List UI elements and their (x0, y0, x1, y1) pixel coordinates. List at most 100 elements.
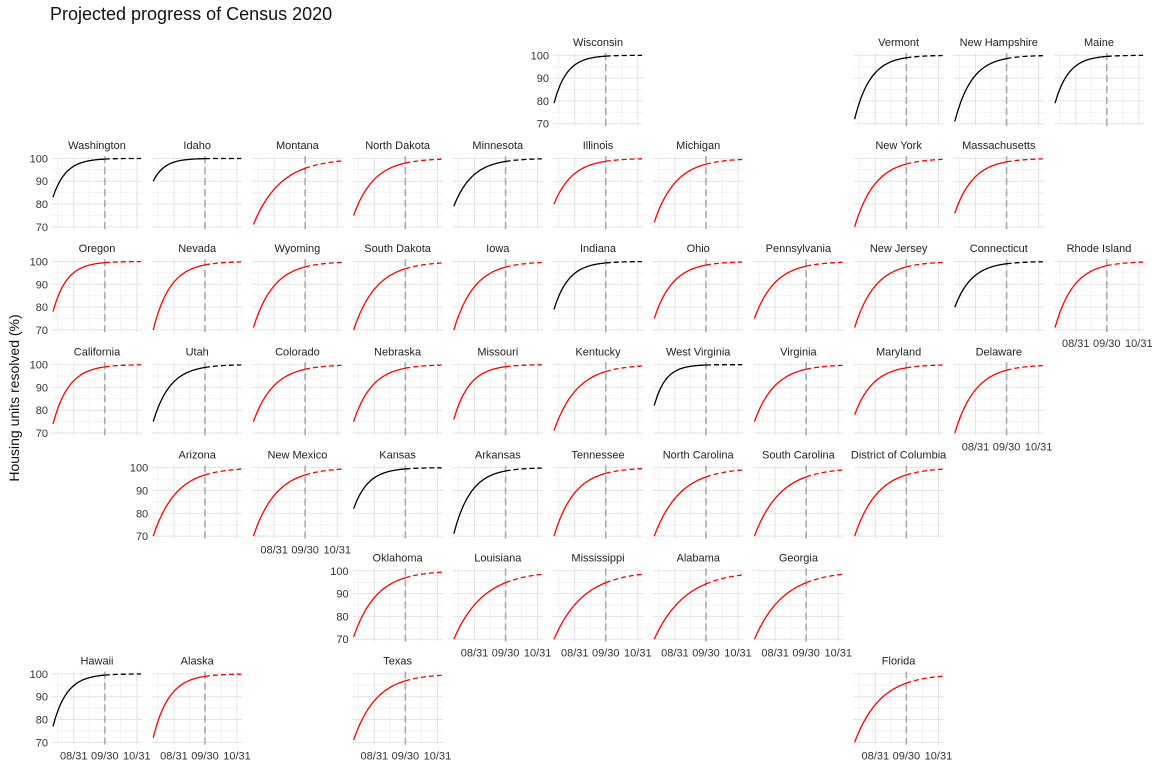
facet-label: Pennsylvania (766, 243, 832, 255)
series-line-projected (304, 160, 342, 169)
facet-label: Georgia (779, 553, 819, 565)
facet-label: Rhode Island (1067, 243, 1132, 255)
series-line-projected (906, 364, 943, 369)
facet-label: Connecticut (970, 243, 1028, 255)
series-line-projected (705, 261, 743, 266)
y-tick-label: 80 (36, 405, 48, 417)
y-tick-label: 90 (336, 589, 348, 601)
y-tick-label: 90 (36, 176, 48, 188)
series-line-observed (152, 366, 206, 422)
series-line-projected (505, 158, 542, 163)
y-tick-label: 100 (531, 50, 549, 62)
facet-iowa: Iowa (452, 243, 543, 333)
series-line-projected (505, 261, 542, 268)
series-line-projected (906, 468, 943, 476)
series-line-observed (352, 268, 406, 331)
series-line-projected (705, 158, 743, 165)
facet-south-dakota: South Dakota (352, 243, 443, 333)
series-line-observed (152, 157, 206, 182)
series-line-observed (352, 367, 406, 422)
x-tick-label: 08/31 (761, 648, 789, 660)
facet-label: Arkansas (475, 449, 521, 461)
facet-label: New Mexico (267, 449, 327, 461)
series-line-projected (104, 157, 141, 160)
x-tick-label: 09/30 (492, 648, 520, 660)
series-line-observed (352, 680, 406, 741)
facet-label: Utah (186, 346, 209, 358)
series-line-observed (352, 468, 406, 509)
facet-label: Virginia (780, 346, 817, 358)
series-line-observed (52, 158, 105, 198)
series-line-observed (753, 265, 807, 319)
facet-label: Washington (68, 140, 126, 152)
x-tick-label: 09/30 (1093, 338, 1121, 350)
facet-label: Hawaii (80, 656, 113, 668)
series-line-projected (305, 468, 342, 476)
series-line-observed (252, 266, 306, 328)
facet-label: Iowa (486, 243, 510, 255)
series-line-observed (653, 364, 707, 406)
series-line-observed (653, 163, 707, 223)
series-line-projected (705, 469, 743, 478)
x-tick-label: 10/31 (223, 751, 251, 763)
x-tick-label: 08/31 (661, 648, 689, 660)
series-line-observed (954, 263, 1007, 308)
series-line-observed (653, 583, 707, 640)
series-line-observed (653, 264, 707, 319)
facet-arizona: Arizona 70 80 90 100 (130, 449, 243, 543)
facet-label: Oklahoma (373, 553, 424, 565)
series-line-projected (204, 468, 242, 476)
facet-arkansas: Arkansas (452, 449, 543, 539)
facet-label: Texas (383, 656, 412, 668)
series-line-observed (453, 160, 506, 207)
facet-georgia: Georgia 08/31 09/30 10/31 (753, 553, 852, 660)
y-tick-label: 70 (336, 634, 348, 646)
y-tick-label: 90 (36, 692, 48, 704)
facet-california: California 70 80 90 100 (30, 346, 142, 440)
series-line-projected (605, 158, 642, 162)
series-line-projected (505, 467, 542, 472)
facet-label: California (74, 346, 121, 358)
facet-connecticut: Connecticut (953, 243, 1044, 333)
facet-massachusetts: Massachusetts (953, 140, 1044, 230)
series-line-projected (605, 468, 642, 474)
series-line-observed (152, 675, 206, 738)
facet-label: Wyoming (275, 243, 321, 255)
y-tick-label: 80 (136, 508, 148, 520)
facet-label: Vermont (878, 37, 919, 49)
y-tick-label: 90 (537, 73, 549, 85)
x-tick-label: 10/31 (323, 544, 351, 556)
facet-label: New Hampshire (960, 37, 1038, 49)
facet-label: Mississippi (571, 553, 624, 565)
x-tick-label: 10/31 (123, 751, 151, 763)
facet-label: Kentucky (575, 346, 621, 358)
series-line-observed (152, 264, 206, 331)
y-tick-label: 80 (36, 199, 48, 211)
series-line-observed (553, 262, 606, 310)
facet-label: South Dakota (364, 243, 432, 255)
series-line-observed (453, 266, 506, 331)
series-line-observed (52, 262, 105, 312)
x-tick-label: 08/31 (962, 441, 990, 453)
x-tick-label: 09/30 (392, 751, 420, 763)
facet-illinois: Illinois (553, 140, 643, 230)
series-line-projected (705, 574, 743, 585)
x-tick-label: 10/31 (1025, 441, 1053, 453)
series-line-projected (1106, 261, 1143, 267)
series-line-observed (453, 582, 506, 640)
series-line-projected (1006, 261, 1043, 265)
y-tick-label: 100 (30, 153, 48, 165)
series-line-observed (853, 474, 907, 537)
y-tick-label: 70 (36, 428, 48, 440)
series-line-projected (405, 674, 442, 682)
y-tick-label: 80 (36, 715, 48, 727)
facet-label: Oregon (79, 243, 116, 255)
facet-new-hampshire: New Hampshire (953, 37, 1044, 126)
facet-oklahoma: Oklahoma 70 80 90 100 (330, 553, 443, 646)
series-line-observed (553, 472, 606, 537)
series-line-projected (204, 364, 242, 369)
series-line-projected (906, 54, 943, 59)
series-line-observed (653, 476, 707, 537)
facet-new-jersey: New Jersey (853, 243, 944, 333)
